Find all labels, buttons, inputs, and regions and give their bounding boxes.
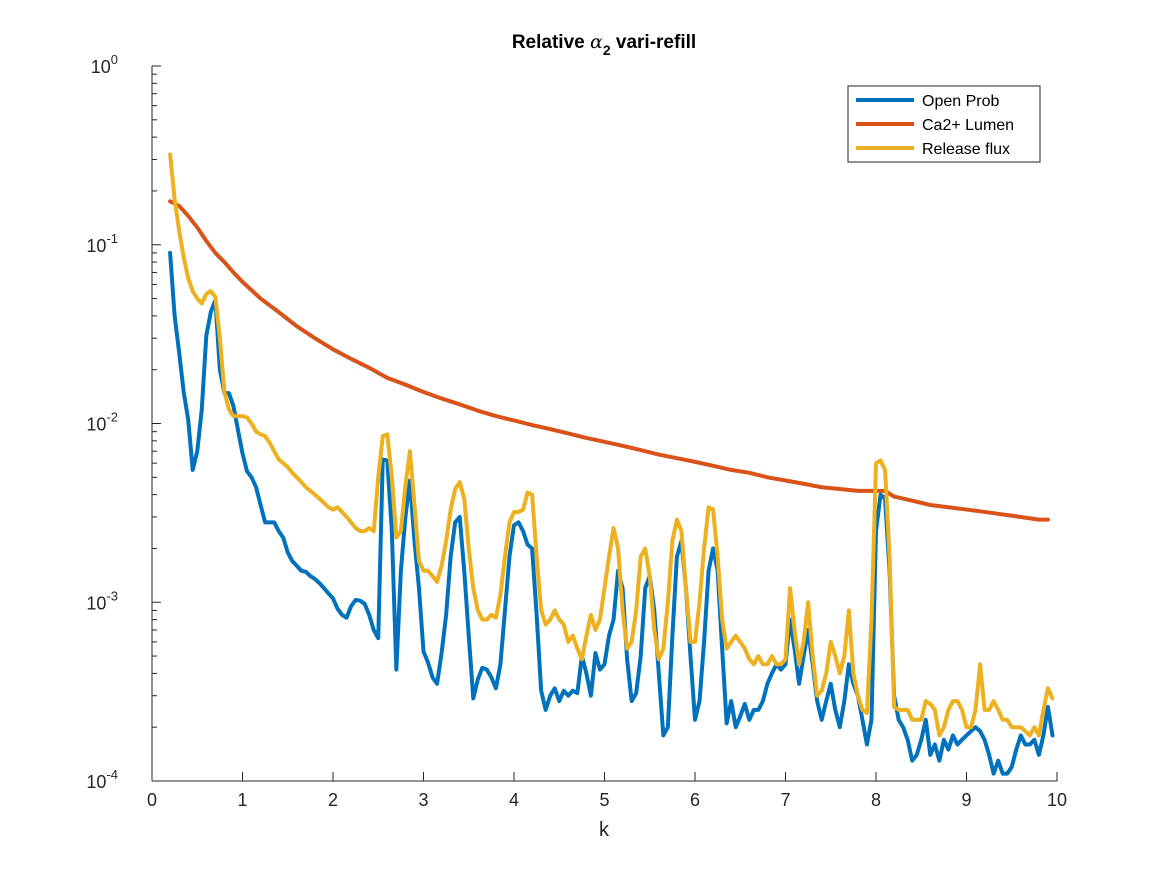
y-tick-label: 100 — [91, 52, 118, 77]
x-tick-label: 9 — [961, 790, 971, 810]
title-symbol: α — [590, 31, 603, 53]
x-tick-label: 7 — [780, 790, 790, 810]
x-tick-label: 10 — [1047, 790, 1067, 810]
plot-area — [152, 66, 1057, 781]
legend: Open Prob Ca2+ Lumen Release flux — [847, 85, 1041, 163]
title-suffix: vari-refill — [611, 32, 697, 53]
x-tick-label: 1 — [237, 790, 247, 810]
x-tick-label: 0 — [147, 790, 157, 810]
legend-label: Release flux — [922, 141, 1010, 158]
x-tick-label: 8 — [871, 790, 881, 810]
legend-label: Open Prob — [922, 93, 999, 110]
y-axis-ticks: 10-4 10-3 10-2 10-1 100 — [86, 52, 161, 792]
title-subscript: 2 — [603, 42, 611, 58]
y-tick-label: 10-3 — [86, 588, 118, 613]
series-line-ca2-lumen — [168, 199, 1050, 522]
x-tick-label: 6 — [690, 790, 700, 810]
chart-title: Relative α2 vari-refill — [512, 31, 696, 58]
x-tick-label: 4 — [509, 790, 519, 810]
series-line-open-prob — [168, 250, 1055, 776]
legend-entries: Open Prob Ca2+ Lumen Release flux — [856, 93, 1014, 158]
series-layer — [168, 152, 1055, 776]
x-tick-label: 2 — [328, 790, 338, 810]
x-tick-label: 3 — [418, 790, 428, 810]
series-line-release-flux — [168, 152, 1055, 738]
x-axis-label: k — [599, 819, 610, 841]
x-axis-ticks: 0 1 2 3 4 5 6 7 8 9 10 — [147, 772, 1067, 810]
y-tick-label: 10-1 — [86, 231, 118, 256]
title-prefix: Relative — [512, 32, 590, 53]
y-tick-label: 10-4 — [86, 767, 118, 792]
legend-label: Ca2+ Lumen — [922, 117, 1014, 134]
x-tick-label: 5 — [599, 790, 609, 810]
y-tick-label: 10-2 — [86, 410, 118, 435]
